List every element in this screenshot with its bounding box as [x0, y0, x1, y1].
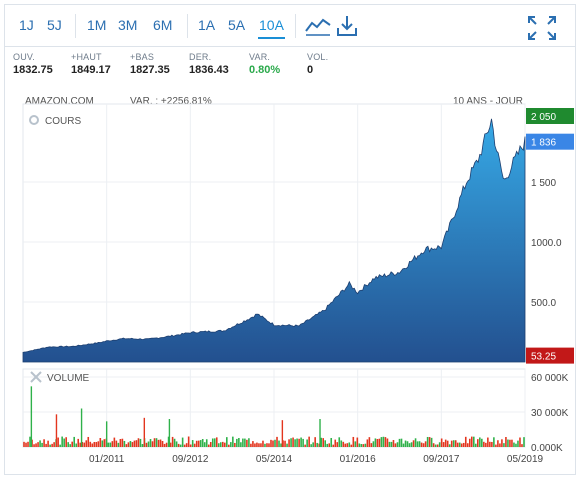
toolbar: 1J 5J 1M 3M 6M 1A 5A 10A — [4, 4, 576, 47]
high-price-badge: 2 050 — [531, 112, 556, 123]
period-1y-button[interactable]: 1A — [198, 17, 216, 33]
price-panel-label: COURS — [45, 116, 81, 127]
stat-last-label: DER. — [189, 52, 212, 62]
stat-volume-label: VOL. — [307, 52, 329, 62]
toolbar-divider — [295, 14, 296, 38]
period-1d-button[interactable]: 1J — [19, 17, 34, 33]
stat-change-label: VAR. — [249, 52, 271, 62]
stat-low-label: +BAS — [130, 52, 155, 62]
volume-ytick-label: 30 000K — [531, 408, 569, 419]
x-tick-label: 05/2019 — [507, 454, 544, 465]
low-price-badge-bg — [526, 347, 574, 364]
stat-open-label: OUV. — [13, 52, 35, 62]
cours-panel-header: COURS — [29, 115, 81, 127]
stat-last-value: 1836.43 — [189, 64, 229, 76]
stat-open-value: 1832.75 — [13, 64, 53, 76]
stat-low: +BAS 1827.35 — [130, 52, 170, 76]
low-price-badge: 53.25 — [531, 352, 556, 363]
toolbar-divider — [75, 14, 76, 38]
chart-range: 10 ANS - JOUR — [453, 96, 524, 107]
chart-type-icon[interactable] — [305, 16, 331, 41]
volume-panel-header: VOLUME — [30, 371, 90, 384]
price-area-series — [22, 118, 526, 363]
stat-high-value: 1849.17 — [71, 64, 111, 76]
period-10y-button[interactable]: 10A — [258, 17, 285, 39]
price-ytick-label: 1000.0 — [531, 238, 562, 249]
gear-icon[interactable] — [29, 115, 39, 125]
close-icon[interactable] — [30, 371, 42, 383]
chart-ticker: AMAZON.COM — [25, 96, 94, 107]
price-volume-chart[interactable]: 500.0 1000.0 1 500 2 050 1 836 53.25 60 000K… — [5, 84, 575, 474]
period-5d-button[interactable]: 5J — [47, 17, 62, 33]
chart-variation: VAR. : +2256.81% — [130, 96, 212, 107]
period-5y-button[interactable]: 5A — [228, 17, 246, 33]
stat-change-value: 0.80% — [249, 64, 281, 76]
stat-high-label: +HAUT — [71, 52, 102, 62]
volume-bars — [23, 386, 525, 447]
stat-low-value: 1827.35 — [130, 64, 170, 76]
chart-panel: AMAZON.COM VAR. : +2256.81% 10 ANS - JOU… — [4, 84, 576, 475]
x-tick-label: 01/2016 — [340, 454, 377, 465]
stat-last: DER. 1836.43 — [189, 52, 229, 76]
period-1m-button[interactable]: 1M — [87, 17, 107, 33]
period-6m-button[interactable]: 6M — [153, 17, 173, 33]
last-price-badge: 1 836 — [531, 138, 556, 149]
x-tick-label: 05/2014 — [256, 454, 293, 465]
stat-volume-value: 0 — [307, 64, 314, 76]
price-ytick-label: 1 500 — [531, 178, 556, 189]
x-tick-label: 09/2017 — [423, 454, 460, 465]
download-icon[interactable] — [336, 14, 358, 43]
stat-volume: VOL. 0 — [307, 52, 328, 76]
last-price-badge-bg — [526, 133, 574, 150]
price-ytick-label: 500.0 — [531, 298, 556, 309]
volume-panel-label: VOLUME — [47, 373, 90, 384]
fullscreen-icon[interactable] — [527, 15, 557, 46]
volume-ytick-label: 60 000K — [531, 373, 569, 384]
period-3m-button[interactable]: 3M — [118, 17, 138, 33]
toolbar-divider — [187, 14, 188, 38]
stat-change: VAR. 0.80% — [249, 52, 280, 76]
stat-open: OUV. 1832.75 — [13, 52, 53, 76]
x-tick-label: 09/2012 — [172, 454, 209, 465]
stat-high: +HAUT 1849.17 — [71, 52, 111, 76]
volume-ytick-label: 0.000K — [531, 443, 563, 454]
x-tick-label: 01/2011 — [89, 454, 125, 465]
quote-stats: OUV. 1832.75 +HAUT 1849.17 +BAS 1827.35 … — [4, 46, 576, 86]
high-price-badge-bg — [526, 108, 574, 124]
